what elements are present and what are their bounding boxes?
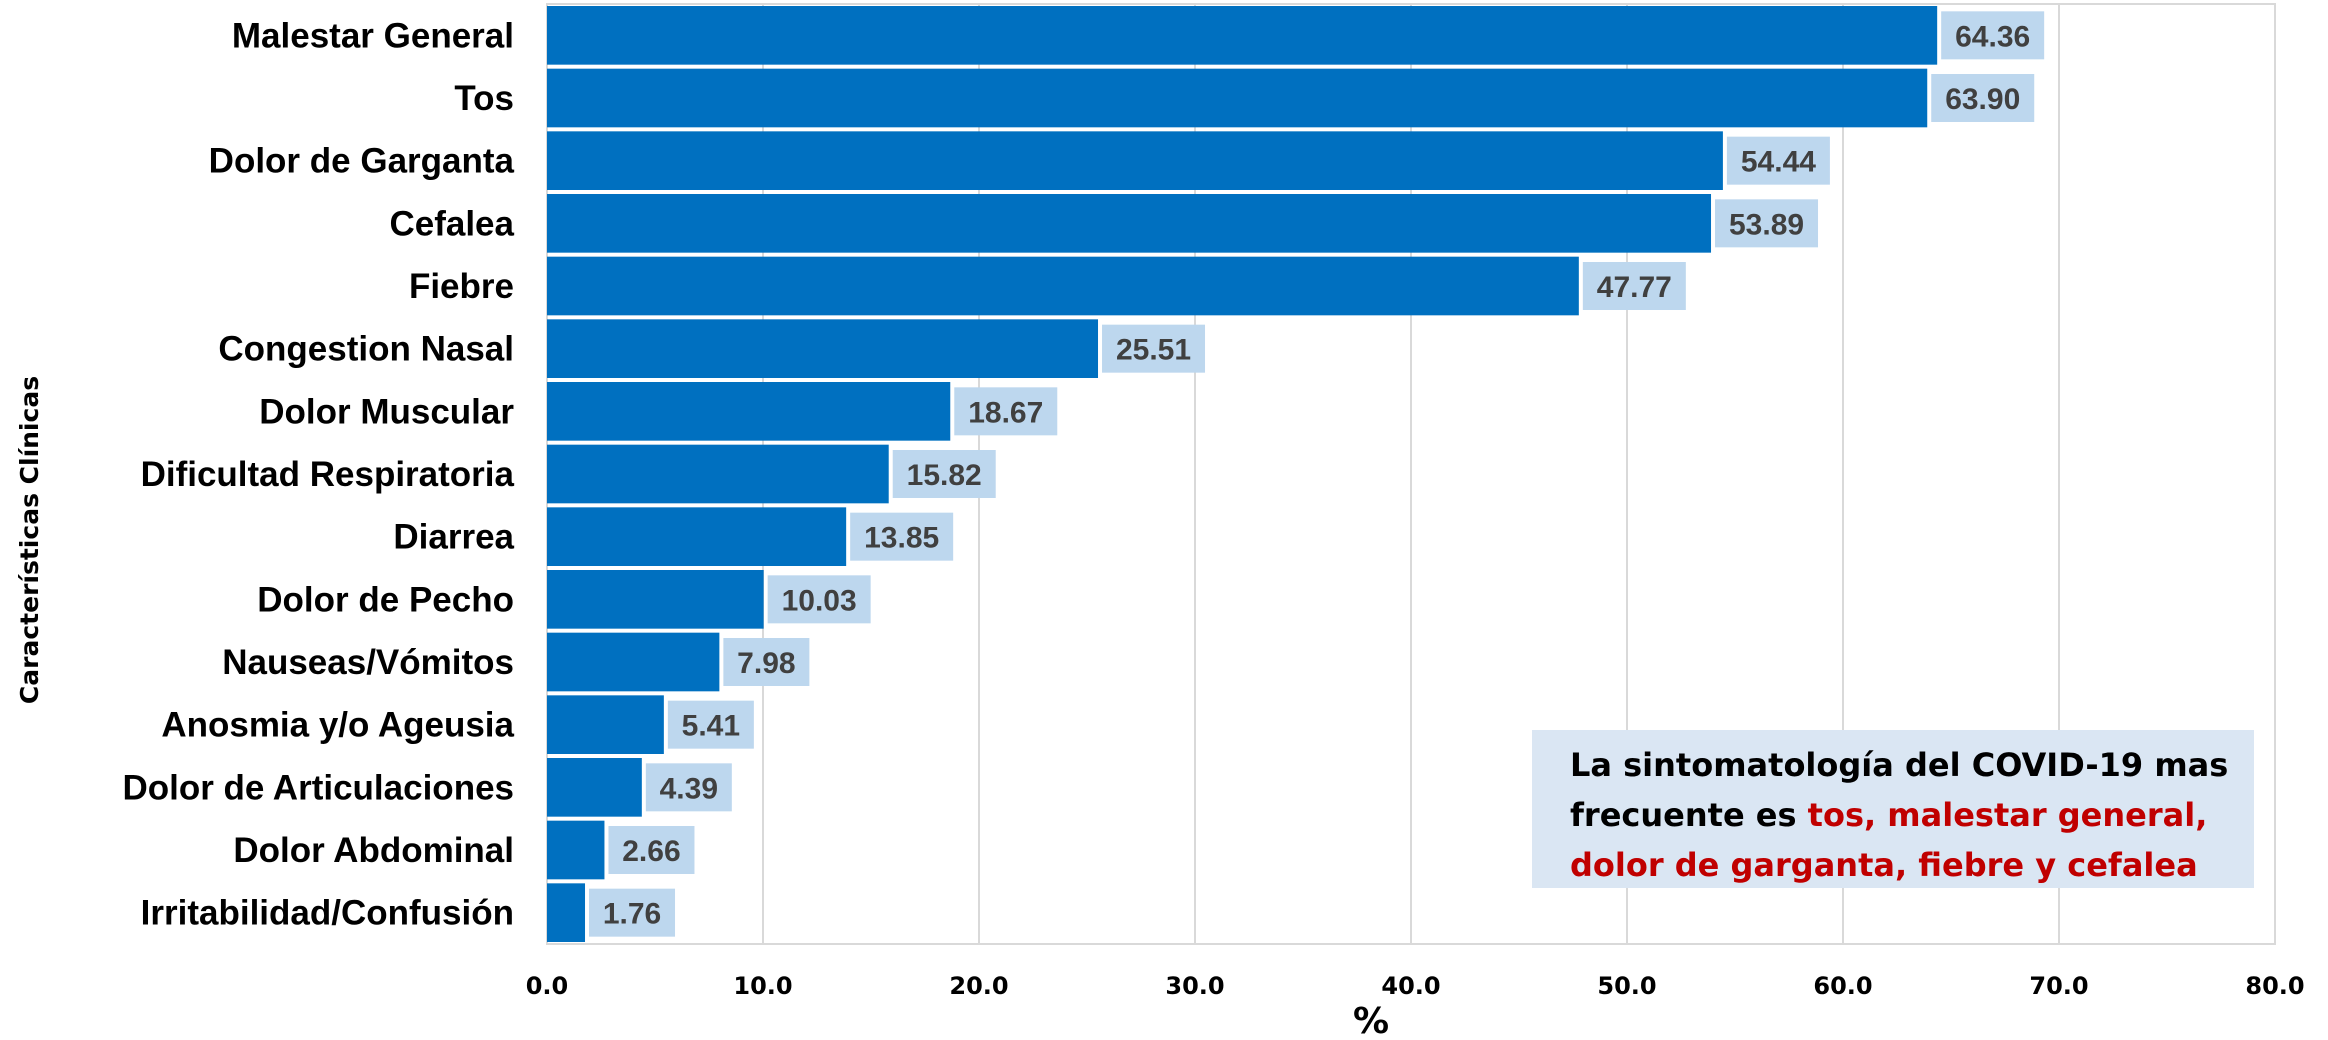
- bar: [547, 820, 605, 880]
- x-tick-label: 50.0: [1597, 972, 1656, 1000]
- data-label: 25.51: [1116, 334, 1191, 367]
- data-label: 18.67: [968, 396, 1043, 429]
- data-label-background: [892, 450, 996, 498]
- data-label: 2.66: [622, 835, 680, 868]
- bar: [547, 758, 642, 817]
- data-label: 54.44: [1741, 146, 1816, 179]
- category-label: Irritabilidad/Confusión: [141, 894, 514, 933]
- category-label: Cefalea: [389, 204, 514, 243]
- bar: [547, 570, 764, 629]
- category-label: Dolor Muscular: [259, 392, 514, 431]
- x-tick-label: 60.0: [1813, 972, 1872, 1000]
- category-label: Dificultad Respiratoria: [141, 455, 515, 494]
- data-label-background: [1582, 262, 1686, 310]
- bar: [547, 507, 847, 566]
- x-tick-labels: 0.0 10.0 20.0 30.0 40.0 50.0 60.0 70.0 80.0: [526, 972, 2305, 1000]
- data-label-background: [954, 387, 1058, 436]
- x-axis-title: %: [1353, 1001, 1389, 1040]
- data-label-background: [1102, 324, 1206, 373]
- data-label-background: [1715, 199, 1819, 248]
- x-tick-label: 10.0: [733, 972, 792, 1000]
- bar: [547, 883, 586, 942]
- data-label-background: [723, 638, 810, 686]
- data-label-background: [667, 700, 754, 749]
- data-label: 15.82: [907, 459, 982, 492]
- data-labels: 64.36 63.90 54.44 53.89 47.77 25.51 18.67 15.82…: [589, 11, 2045, 937]
- data-label: 4.39: [660, 772, 718, 805]
- bar: [547, 194, 1712, 253]
- data-label: 53.89: [1729, 208, 1804, 241]
- bar: [547, 382, 951, 441]
- data-label: 63.90: [1945, 83, 2020, 116]
- category-label: Dolor de Pecho: [257, 580, 514, 619]
- category-label: Fiebre: [409, 267, 514, 306]
- data-label-background: [1931, 74, 2035, 122]
- annotation-text: La sintomatología del COVID-19 mas frecu…: [1570, 746, 2229, 834]
- category-labels: Malestar General Tos Dolor de Garganta Cefa…: [122, 16, 514, 932]
- x-tick-label: 0.0: [526, 972, 569, 1000]
- category-label: Dolor de Articulaciones: [122, 768, 514, 807]
- data-label-background: [850, 512, 954, 561]
- data-label: 7.98: [737, 647, 795, 680]
- data-label-background: [645, 763, 732, 812]
- category-label: Dolor Abdominal: [233, 831, 514, 870]
- bar: [547, 68, 1928, 128]
- data-label: 1.76: [603, 898, 661, 931]
- data-label: 47.77: [1597, 271, 1672, 304]
- x-tick-label: 70.0: [2029, 972, 2088, 1000]
- data-label-background: [589, 888, 676, 937]
- bar: [547, 319, 1099, 378]
- x-tick-label: 80.0: [2245, 972, 2304, 1000]
- category-label: Diarrea: [393, 518, 514, 557]
- x-tick-label: 30.0: [1165, 972, 1224, 1000]
- category-label: Malestar General: [232, 16, 514, 55]
- data-label-background: [608, 826, 695, 874]
- category-label: Anosmia y/o Ageusia: [161, 706, 514, 745]
- data-label: 5.41: [682, 710, 740, 743]
- y-axis-title: Características Clínicas: [15, 376, 44, 704]
- data-label-background: [1726, 136, 1830, 185]
- bar: [547, 256, 1579, 316]
- bar: [547, 6, 1938, 65]
- bars: [547, 6, 1938, 942]
- data-label: 13.85: [864, 522, 939, 555]
- x-tick-label: 40.0: [1381, 972, 1440, 1000]
- bar: [547, 444, 889, 504]
- data-label: 10.03: [782, 584, 857, 617]
- bar: [547, 131, 1723, 190]
- category-label: Nauseas/Vómitos: [222, 643, 514, 682]
- category-label: Congestion Nasal: [218, 330, 514, 369]
- x-tick-label: 20.0: [949, 972, 1008, 1000]
- bar: [547, 695, 664, 754]
- data-label-background: [767, 575, 871, 624]
- annotation-box: La sintomatología del COVID-19 mas frecu…: [1532, 730, 2254, 888]
- category-label: Tos: [454, 79, 514, 118]
- category-label: Dolor de Garganta: [209, 142, 515, 181]
- bar: [547, 632, 720, 692]
- data-label-background: [1941, 11, 2045, 60]
- data-label: 64.36: [1955, 20, 2030, 53]
- annotation-highlight: tos, malestar general, dolor de garganta…: [1570, 796, 2208, 884]
